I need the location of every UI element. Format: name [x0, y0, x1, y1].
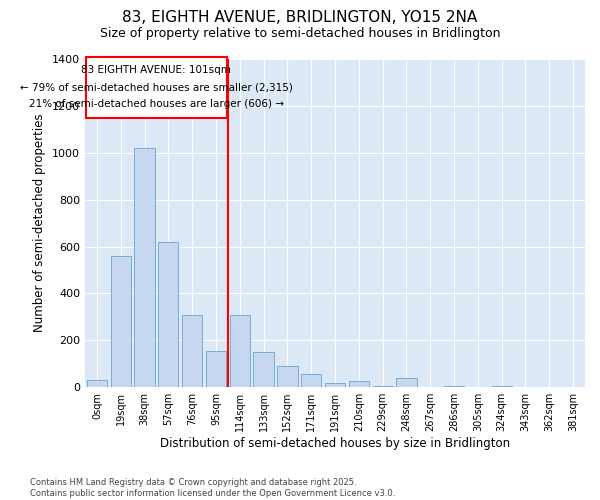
- Bar: [87, 380, 107, 387]
- Bar: [182, 314, 202, 387]
- Bar: [158, 242, 178, 387]
- Text: 83, EIGHTH AVENUE, BRIDLINGTON, YO15 2NA: 83, EIGHTH AVENUE, BRIDLINGTON, YO15 2NA: [122, 10, 478, 25]
- Text: Size of property relative to semi-detached houses in Bridlington: Size of property relative to semi-detach…: [100, 28, 500, 40]
- Bar: [110, 256, 131, 387]
- Bar: [397, 378, 416, 387]
- Bar: [134, 148, 155, 387]
- Bar: [301, 374, 322, 387]
- Y-axis label: Number of semi-detached properties: Number of semi-detached properties: [34, 114, 46, 332]
- Bar: [491, 386, 512, 387]
- Bar: [253, 352, 274, 387]
- Text: 83 EIGHTH AVENUE: 101sqm: 83 EIGHTH AVENUE: 101sqm: [82, 65, 232, 75]
- Text: ← 79% of semi-detached houses are smaller (2,315): ← 79% of semi-detached houses are smalle…: [20, 82, 293, 92]
- Text: 21% of semi-detached houses are larger (606) →: 21% of semi-detached houses are larger (…: [29, 99, 284, 109]
- Bar: [349, 382, 369, 387]
- X-axis label: Distribution of semi-detached houses by size in Bridlington: Distribution of semi-detached houses by …: [160, 437, 510, 450]
- Text: Contains HM Land Registry data © Crown copyright and database right 2025.
Contai: Contains HM Land Registry data © Crown c…: [30, 478, 395, 498]
- FancyBboxPatch shape: [86, 56, 227, 118]
- Bar: [206, 351, 226, 387]
- Bar: [373, 386, 393, 387]
- Bar: [230, 314, 250, 387]
- Bar: [444, 386, 464, 387]
- Bar: [277, 366, 298, 387]
- Bar: [325, 382, 345, 387]
